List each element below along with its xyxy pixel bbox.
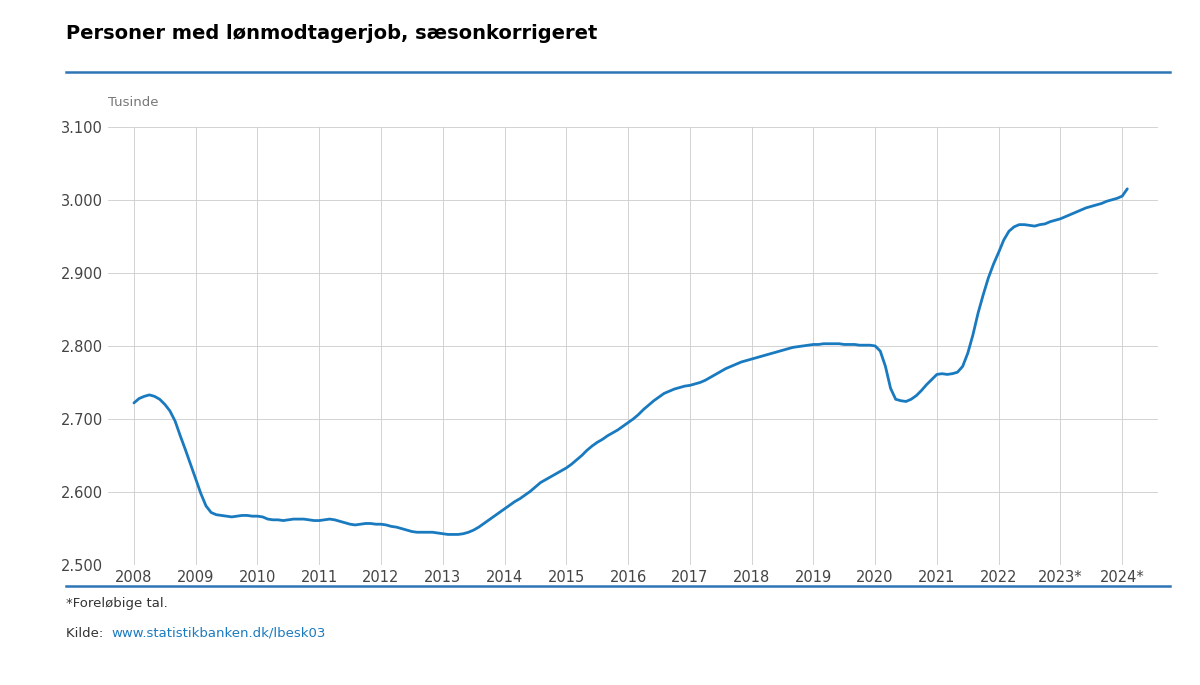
Text: Kilde:: Kilde: [66, 627, 108, 640]
Text: www.statistikbanken.dk/lbesk03: www.statistikbanken.dk/lbesk03 [112, 627, 326, 640]
Text: *Foreløbige tal.: *Foreløbige tal. [66, 597, 168, 610]
Text: Tusinde: Tusinde [108, 96, 158, 109]
Text: Personer med lønmodtagerjob, sæsonkorrigeret: Personer med lønmodtagerjob, sæsonkorrig… [66, 24, 598, 43]
